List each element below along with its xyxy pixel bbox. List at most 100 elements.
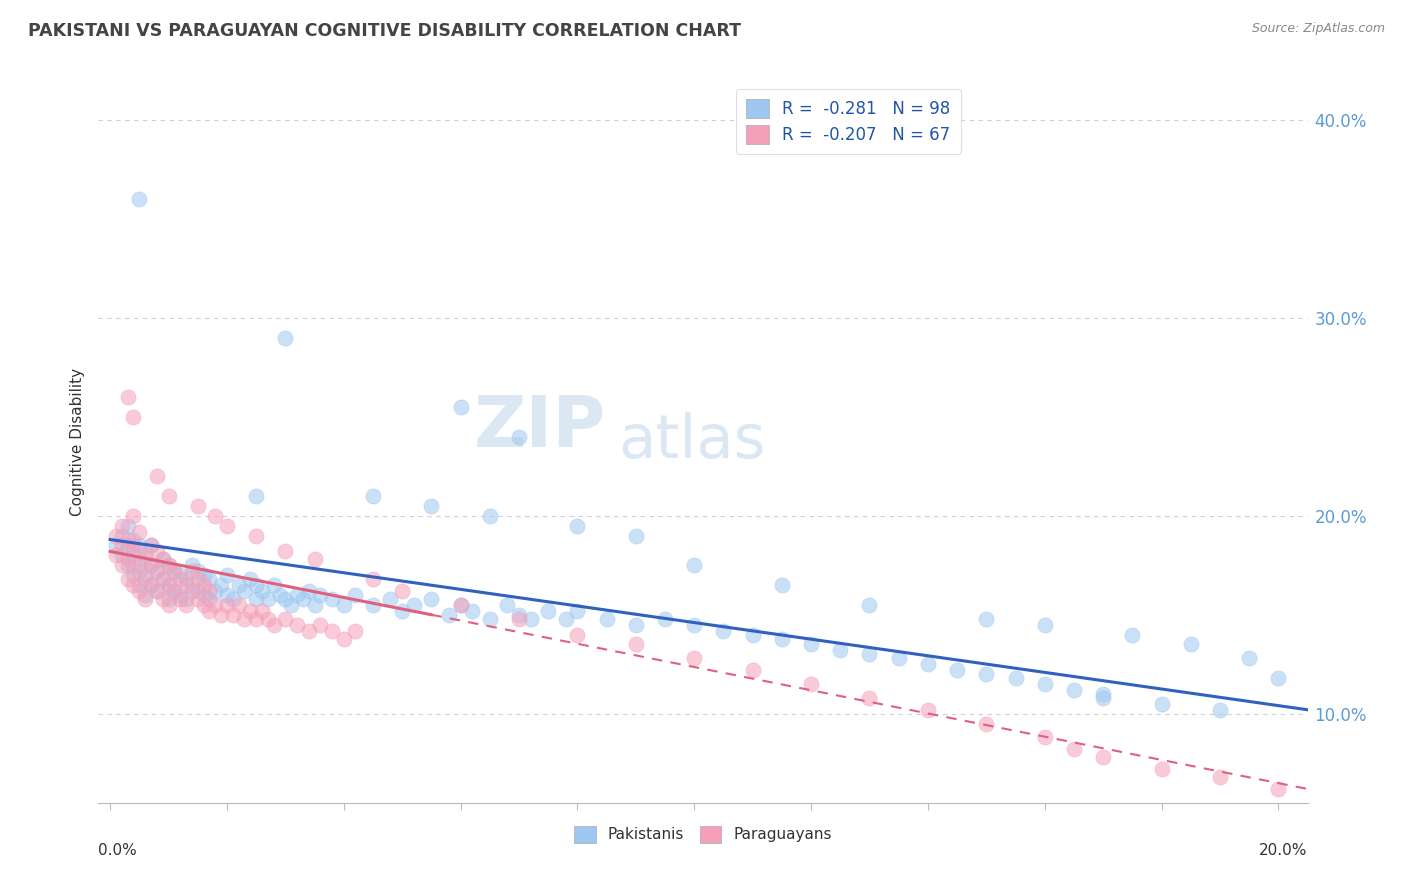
Point	[496, 598, 519, 612]
Point	[174, 578, 197, 592]
Point	[800, 677, 823, 691]
Point	[508, 429, 530, 443]
Point	[180, 564, 202, 578]
Point	[117, 572, 139, 586]
Point	[111, 558, 134, 573]
Text: ZIP: ZIP	[474, 392, 606, 461]
Point	[193, 568, 215, 582]
Point	[309, 588, 332, 602]
Point	[256, 591, 278, 606]
Point	[128, 192, 150, 206]
Point	[139, 539, 162, 553]
Point	[174, 591, 197, 606]
Point	[1092, 687, 1115, 701]
Point	[152, 572, 174, 586]
Point	[309, 617, 332, 632]
Point	[146, 584, 169, 599]
Point	[391, 584, 413, 599]
Point	[174, 598, 197, 612]
Point	[1237, 651, 1260, 665]
Point	[128, 539, 150, 553]
Point	[800, 637, 823, 651]
Point	[209, 578, 232, 592]
Point	[222, 607, 245, 622]
Point	[508, 612, 530, 626]
Point	[187, 564, 209, 578]
Point	[974, 667, 997, 681]
Point	[298, 624, 321, 638]
Point	[152, 552, 174, 566]
Point	[139, 558, 162, 573]
Point	[245, 489, 267, 503]
Point	[450, 400, 472, 414]
Point	[239, 604, 262, 618]
Point	[157, 489, 180, 503]
Point	[193, 598, 215, 612]
Point	[187, 572, 209, 586]
Point	[508, 607, 530, 622]
Point	[128, 558, 150, 573]
Y-axis label: Cognitive Disability: Cognitive Disability	[70, 368, 86, 516]
Point	[157, 578, 180, 592]
Point	[117, 552, 139, 566]
Point	[274, 612, 297, 626]
Point	[450, 598, 472, 612]
Point	[256, 612, 278, 626]
Point	[770, 578, 793, 592]
Point	[344, 624, 367, 638]
Point	[567, 604, 589, 618]
Point	[215, 598, 238, 612]
Text: PAKISTANI VS PARAGUAYAN COGNITIVE DISABILITY CORRELATION CHART: PAKISTANI VS PARAGUAYAN COGNITIVE DISABI…	[28, 22, 741, 40]
Point	[274, 544, 297, 558]
Point	[478, 508, 501, 523]
Point	[117, 533, 139, 547]
Point	[139, 578, 162, 592]
Point	[344, 588, 367, 602]
Point	[215, 588, 238, 602]
Point	[187, 584, 209, 599]
Point	[228, 578, 250, 592]
Point	[163, 584, 186, 599]
Point	[152, 572, 174, 586]
Point	[111, 539, 134, 553]
Point	[274, 330, 297, 344]
Point	[420, 499, 443, 513]
Point	[380, 591, 402, 606]
Point	[122, 409, 145, 424]
Point	[139, 539, 162, 553]
Point	[713, 624, 735, 638]
Point	[298, 584, 321, 599]
Point	[263, 578, 285, 592]
Point	[157, 558, 180, 573]
Point	[1209, 770, 1232, 784]
Point	[332, 598, 354, 612]
Point	[122, 558, 145, 573]
Point	[361, 572, 384, 586]
Point	[402, 598, 425, 612]
Point	[169, 568, 191, 582]
Point	[741, 627, 763, 641]
Point	[169, 588, 191, 602]
Point	[274, 591, 297, 606]
Point	[152, 552, 174, 566]
Point	[157, 578, 180, 592]
Point	[146, 564, 169, 578]
Point	[122, 568, 145, 582]
Point	[245, 612, 267, 626]
Point	[111, 528, 134, 542]
Point	[146, 564, 169, 578]
Point	[1063, 742, 1085, 756]
Point	[887, 651, 910, 665]
Point	[134, 572, 156, 586]
Point	[134, 588, 156, 602]
Point	[1150, 762, 1173, 776]
Point	[122, 539, 145, 553]
Point	[1033, 731, 1056, 745]
Point	[519, 612, 541, 626]
Point	[291, 591, 314, 606]
Point	[215, 518, 238, 533]
Point	[157, 598, 180, 612]
Point	[263, 617, 285, 632]
Text: 20.0%: 20.0%	[1260, 843, 1308, 857]
Point	[209, 607, 232, 622]
